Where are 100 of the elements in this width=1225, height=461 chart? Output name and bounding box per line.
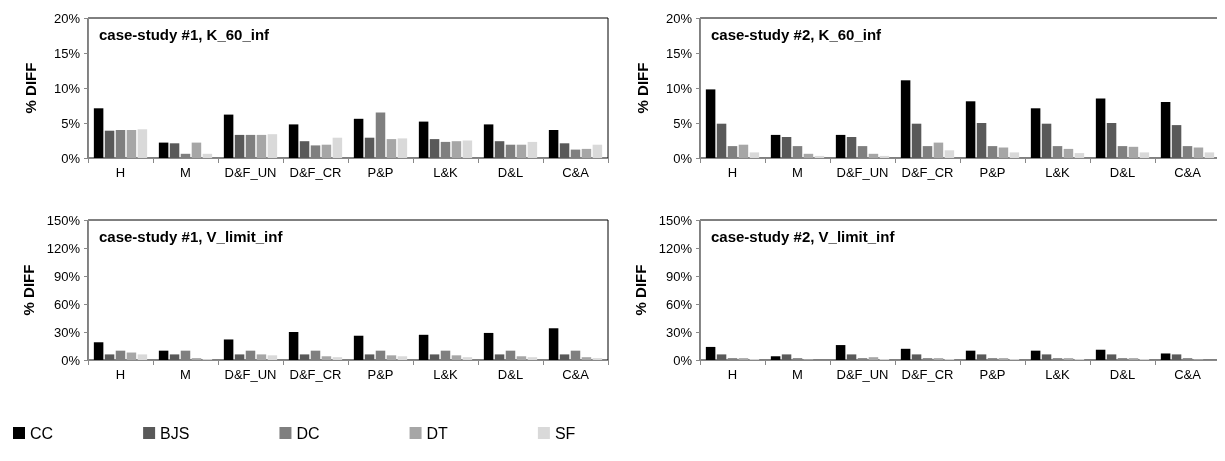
bar <box>137 129 148 158</box>
x-tick-label: C&A <box>562 367 590 382</box>
bar <box>137 354 148 360</box>
x-tick-label: D&F_CR <box>289 165 342 180</box>
y-axis-title: % DIFF <box>634 62 651 114</box>
bar <box>332 357 343 360</box>
bar <box>1063 148 1074 158</box>
bar <box>267 355 278 360</box>
y-tick-label: 30% <box>665 324 693 340</box>
bar <box>933 142 944 158</box>
bar <box>299 354 310 360</box>
x-tick-label: M <box>792 165 803 180</box>
bar <box>429 354 440 360</box>
y-tick-label: 120% <box>46 240 81 256</box>
bar <box>386 355 397 360</box>
bar <box>911 123 922 158</box>
bar <box>191 142 202 158</box>
y-tick-label: 0% <box>61 352 81 368</box>
bar <box>451 355 462 360</box>
bar <box>1041 123 1052 158</box>
x-tick-label: H <box>727 367 738 382</box>
bar <box>1171 125 1182 158</box>
bar <box>581 357 592 360</box>
legend-label: DC <box>296 424 320 442</box>
x-tick-label: D&F_CR <box>901 367 954 382</box>
y-tick-label: 5% <box>61 115 81 131</box>
bar <box>527 141 538 158</box>
bar <box>581 148 592 158</box>
bar <box>202 153 213 158</box>
bar <box>716 123 727 158</box>
y-axis-title: % DIFF <box>631 264 649 316</box>
bar <box>256 134 267 158</box>
y-tick-label: 10% <box>53 80 81 96</box>
bar <box>364 137 375 158</box>
y-tick-label: 15% <box>53 45 81 61</box>
x-tick-label: D&L <box>1109 367 1136 382</box>
y-tick-label: 90% <box>665 268 693 284</box>
bar <box>364 354 375 360</box>
bar <box>814 155 825 158</box>
bar <box>267 134 278 158</box>
y-tick-label: 120% <box>658 240 693 256</box>
bar <box>1193 147 1204 158</box>
y-tick-label: 150% <box>46 212 81 228</box>
bar <box>559 143 570 158</box>
bar <box>516 356 527 360</box>
bar <box>169 143 180 158</box>
x-tick-label: C&A <box>1174 367 1202 382</box>
bar <box>397 138 408 158</box>
x-tick-label: H <box>115 165 126 180</box>
bar <box>1204 152 1215 158</box>
bar <box>592 144 603 158</box>
bar <box>803 153 814 158</box>
x-tick-label: C&A <box>562 165 590 180</box>
bar <box>429 139 440 158</box>
legend-label: CC <box>30 424 54 442</box>
x-tick-label: P&P <box>367 367 394 382</box>
bar <box>234 134 245 158</box>
bar <box>559 354 570 360</box>
bar <box>879 155 890 158</box>
bar <box>1074 153 1085 158</box>
x-tick-label: P&P <box>979 367 1006 382</box>
bar <box>332 137 343 158</box>
bar <box>749 152 760 158</box>
bar <box>998 147 1009 158</box>
x-tick-label: M <box>180 367 191 382</box>
bar <box>234 354 245 360</box>
y-axis-title: % DIFF <box>22 62 39 114</box>
bar <box>462 357 473 360</box>
bar <box>321 144 332 158</box>
y-tick-label: 90% <box>53 268 81 284</box>
bar <box>169 354 180 360</box>
bar <box>781 137 792 158</box>
y-tick-label: 30% <box>53 324 81 340</box>
x-tick-label: D&L <box>497 367 524 382</box>
y-tick-label: 60% <box>53 296 81 312</box>
text: case-study #1, K_60_inf <box>99 26 271 43</box>
bar <box>462 140 473 158</box>
y-tick-label: 20% <box>53 10 81 26</box>
y-tick-label: 10% <box>665 80 693 96</box>
bar <box>1128 146 1139 158</box>
bar <box>494 141 505 158</box>
bar <box>494 354 505 360</box>
x-tick-label: M <box>180 165 191 180</box>
x-tick-label: L&K <box>433 367 459 382</box>
x-tick-label: L&K <box>433 165 459 180</box>
bar <box>846 137 857 158</box>
bar <box>1139 152 1150 158</box>
bar <box>104 354 115 360</box>
bar <box>104 130 115 158</box>
x-tick-label: L&K <box>1045 165 1071 180</box>
x-tick-label: P&P <box>367 165 394 180</box>
x-tick-label: H <box>115 367 126 382</box>
y-tick-label: 150% <box>658 212 693 228</box>
bar <box>944 150 955 158</box>
x-tick-label: L&K <box>1045 367 1071 382</box>
y-tick-label: 15% <box>665 45 693 61</box>
bar <box>299 141 310 158</box>
bar <box>386 139 397 158</box>
x-tick-label: D&F_UN <box>836 165 889 180</box>
x-tick-label: D&F_UN <box>224 367 277 382</box>
